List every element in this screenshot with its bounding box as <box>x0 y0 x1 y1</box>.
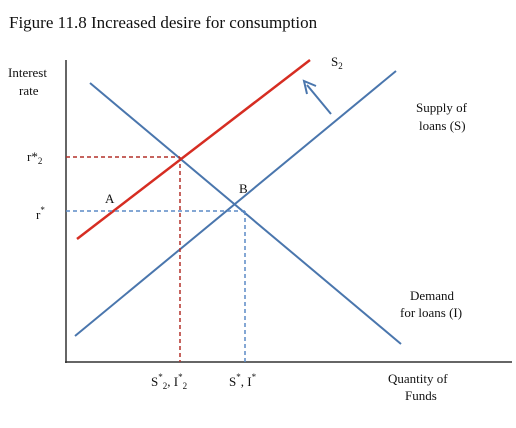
x-axis-label-line2: Funds <box>405 388 437 403</box>
new-supply-curve-s2 <box>77 60 310 239</box>
s2-i2-tick-label: S*2, I*2 <box>151 372 187 391</box>
s2-curve-label: S2 <box>331 54 343 71</box>
y-axis-label-line1: Interest <box>8 65 47 80</box>
point-b-label: B <box>239 181 248 196</box>
shift-arrow-shaft <box>307 85 331 114</box>
supply-label-line1: Supply of <box>416 100 468 115</box>
r-tick-label: r* <box>36 205 45 222</box>
x-axis-label-line1: Quantity of <box>388 371 448 386</box>
y-axis-label-line2: rate <box>19 83 39 98</box>
point-a-label: A <box>105 191 115 206</box>
supply-label-line2: loans (S) <box>419 118 466 133</box>
demand-label-line1: Demand <box>410 288 455 303</box>
figure-title: Figure 11.8 Increased desire for consump… <box>9 13 318 32</box>
s-i-tick-label: S*, I* <box>229 372 257 389</box>
demand-label-line2: for loans (I) <box>400 305 462 320</box>
r2-tick-label: r*2 <box>27 149 42 166</box>
